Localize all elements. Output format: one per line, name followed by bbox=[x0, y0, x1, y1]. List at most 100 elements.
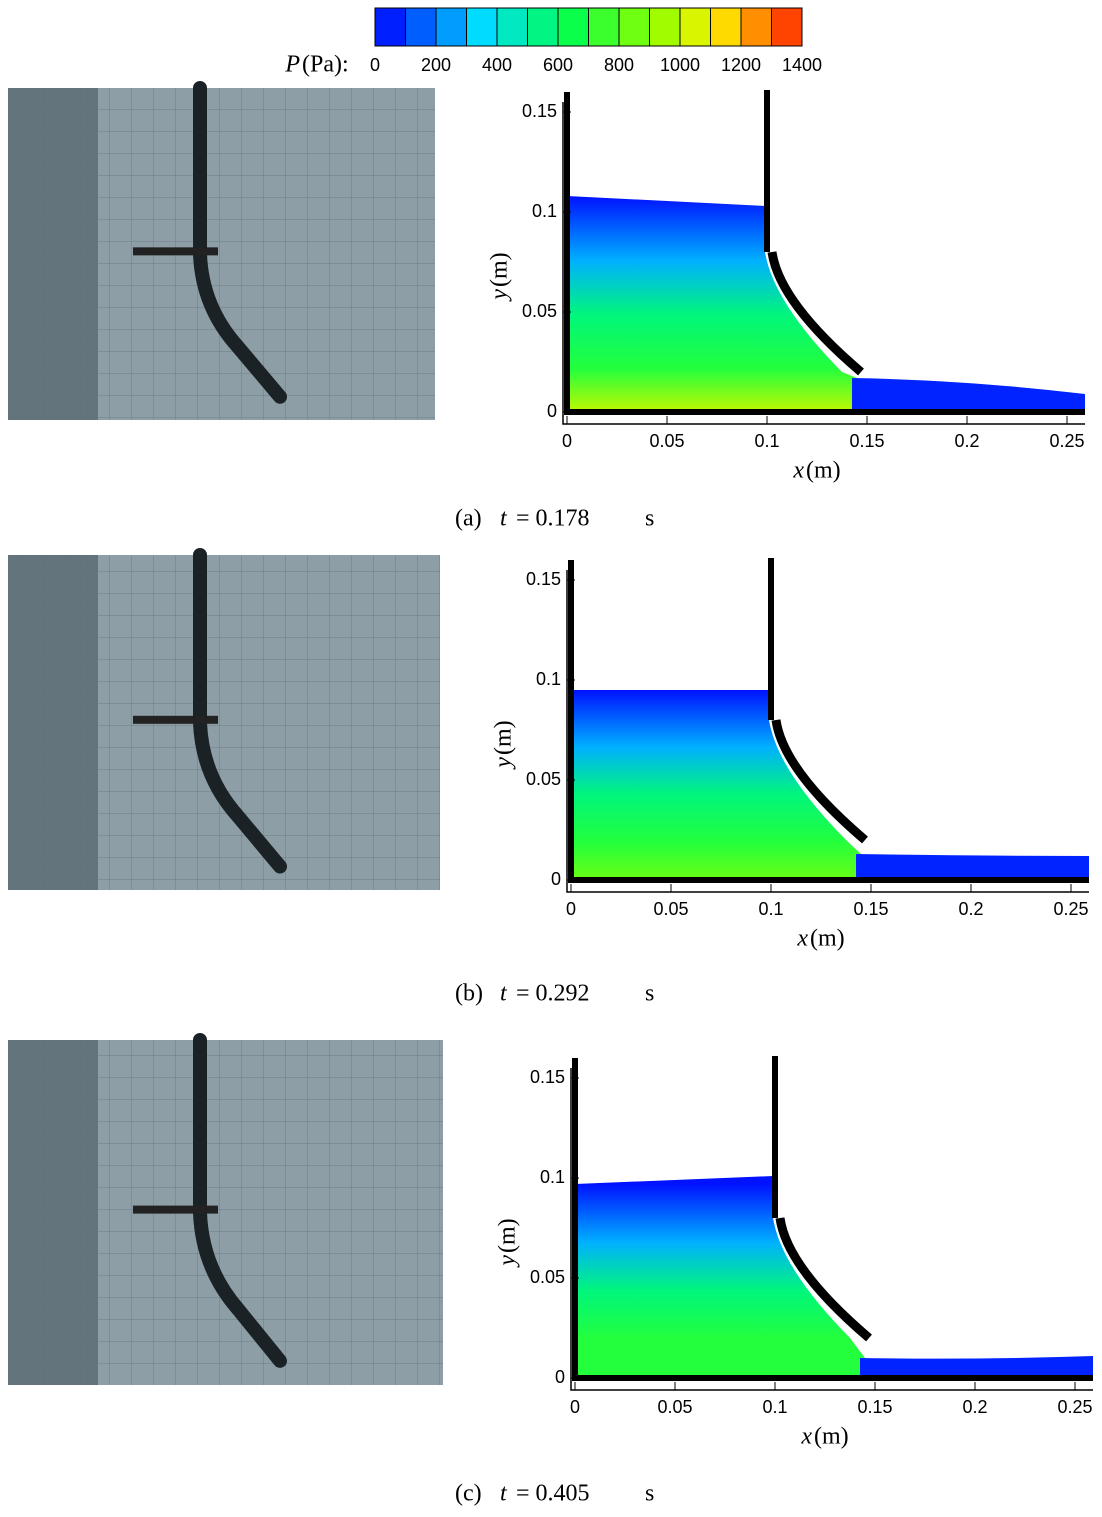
x-tick-label: 0.2 bbox=[958, 899, 983, 919]
colorbar-cell bbox=[710, 7, 742, 47]
caption-var: t bbox=[500, 1481, 508, 1507]
axis-frame bbox=[562, 102, 1085, 425]
y-axis-unit: (m) bbox=[491, 720, 517, 755]
x-tick-label: 0.1 bbox=[754, 431, 779, 451]
colorbar-cell bbox=[466, 7, 498, 47]
fluid-reservoir bbox=[567, 196, 857, 412]
colorbar-tick-label: 600 bbox=[543, 55, 573, 75]
x-tick-label: 0.1 bbox=[758, 899, 783, 919]
fluid-downstream bbox=[852, 378, 1085, 412]
colorbar-cell bbox=[740, 7, 772, 47]
caption-label: (c) bbox=[455, 1481, 482, 1507]
x-axis-var: x bbox=[792, 458, 804, 484]
y-tick-label: 0.15 bbox=[522, 101, 557, 121]
fluid-downstream bbox=[860, 1356, 1093, 1378]
photo-frame bbox=[8, 1040, 98, 1385]
x-axis-var: x bbox=[796, 926, 808, 952]
x-tick-label: 0.2 bbox=[962, 1397, 987, 1417]
y-tick-label: 0.05 bbox=[530, 1267, 565, 1287]
x-tick-label: 0.1 bbox=[762, 1397, 787, 1417]
x-axis-var: x bbox=[800, 1424, 812, 1450]
plate bbox=[767, 251, 864, 376]
colorbar-cell bbox=[435, 7, 467, 47]
y-tick-label: 0.15 bbox=[530, 1067, 565, 1087]
caption-eq: = 0.405 bbox=[516, 1481, 590, 1507]
y-axis-var: y bbox=[495, 1255, 521, 1268]
x-tick-label: 0.15 bbox=[857, 1397, 892, 1417]
y-tick-label: 0 bbox=[551, 869, 561, 889]
photo-frame bbox=[8, 88, 98, 420]
y-tick-label: 0 bbox=[547, 401, 557, 421]
caption-unit: s bbox=[645, 1481, 654, 1507]
colorbar-cell bbox=[679, 7, 711, 47]
y-axis-label: y (m) bbox=[487, 252, 513, 301]
plate bbox=[775, 1217, 872, 1342]
x-axis-unit: (m) bbox=[810, 926, 845, 952]
y-axis-unit: (m) bbox=[495, 1218, 521, 1253]
x-axis-unit: (m) bbox=[814, 1424, 849, 1450]
y-axis-label: y (m) bbox=[491, 720, 517, 769]
colorbar-cell bbox=[527, 7, 559, 47]
x-tick-label: 0.25 bbox=[1049, 431, 1084, 451]
photo-gate bbox=[193, 548, 287, 874]
colorbar-cell bbox=[588, 7, 620, 47]
photo-arm bbox=[133, 1205, 218, 1214]
colorbar-tick-label: 400 bbox=[482, 55, 512, 75]
y-tick-label: 0 bbox=[555, 1367, 565, 1387]
colorbar-tick-label: 1200 bbox=[721, 55, 761, 75]
caption-unit: s bbox=[645, 506, 654, 532]
x-tick-label: 0 bbox=[562, 431, 572, 451]
x-tick-label: 0 bbox=[570, 1397, 580, 1417]
colorbar-tick-label: 200 bbox=[421, 55, 451, 75]
axis-frame bbox=[566, 570, 1089, 893]
y-tick-label: 0.15 bbox=[526, 569, 561, 589]
x-tick-label: 0.05 bbox=[653, 899, 688, 919]
colorbar-tick-label: 800 bbox=[604, 55, 634, 75]
photo-frame bbox=[8, 555, 98, 890]
colorbar-cell bbox=[374, 7, 406, 47]
colorbar-cell bbox=[771, 7, 803, 47]
plate bbox=[771, 719, 868, 844]
x-tick-label: 0 bbox=[566, 899, 576, 919]
caption-var: t bbox=[500, 506, 508, 532]
y-axis-var: y bbox=[491, 757, 517, 770]
x-tick-label: 0.25 bbox=[1057, 1397, 1092, 1417]
y-axis-var: y bbox=[487, 289, 513, 302]
caption-eq: = 0.292 bbox=[516, 981, 590, 1007]
colorbar-cell bbox=[557, 7, 589, 47]
colorbar-cell bbox=[405, 7, 437, 47]
x-tick-label: 0.15 bbox=[853, 899, 888, 919]
photo-gate bbox=[193, 1033, 287, 1368]
colorbar-tick-label: 1000 bbox=[660, 55, 700, 75]
caption-var: t bbox=[500, 981, 508, 1007]
x-tick-label: 0.15 bbox=[849, 431, 884, 451]
colorbar-tick-label: 0 bbox=[370, 55, 380, 75]
colorbar-var: P bbox=[284, 52, 300, 78]
y-tick-label: 0.1 bbox=[536, 669, 561, 689]
x-tick-label: 0.05 bbox=[657, 1397, 692, 1417]
colorbar-tick-label: 1400 bbox=[782, 55, 822, 75]
colorbar-cell bbox=[649, 7, 681, 47]
x-tick-label: 0.25 bbox=[1053, 899, 1088, 919]
caption-unit: s bbox=[645, 981, 654, 1007]
caption-eq: = 0.178 bbox=[516, 506, 590, 532]
x-tick-label: 0.2 bbox=[954, 431, 979, 451]
fluid-reservoir bbox=[571, 690, 861, 880]
fluid-reservoir bbox=[575, 1176, 865, 1378]
colorbar-cell bbox=[496, 7, 528, 47]
axis-frame bbox=[570, 1068, 1093, 1391]
y-axis-unit: (m) bbox=[487, 252, 513, 287]
x-tick-label: 0.05 bbox=[649, 431, 684, 451]
y-tick-label: 0.05 bbox=[522, 301, 557, 321]
y-tick-label: 0.05 bbox=[526, 769, 561, 789]
photo-gate bbox=[193, 81, 287, 404]
y-tick-label: 0.1 bbox=[540, 1167, 565, 1187]
caption-label: (a) bbox=[455, 506, 482, 532]
y-axis-label: y (m) bbox=[495, 1218, 521, 1267]
fluid-downstream bbox=[856, 854, 1089, 880]
caption-label: (b) bbox=[455, 981, 483, 1007]
photo-arm bbox=[133, 247, 218, 256]
photo-arm bbox=[133, 715, 218, 724]
y-tick-label: 0.1 bbox=[532, 201, 557, 221]
